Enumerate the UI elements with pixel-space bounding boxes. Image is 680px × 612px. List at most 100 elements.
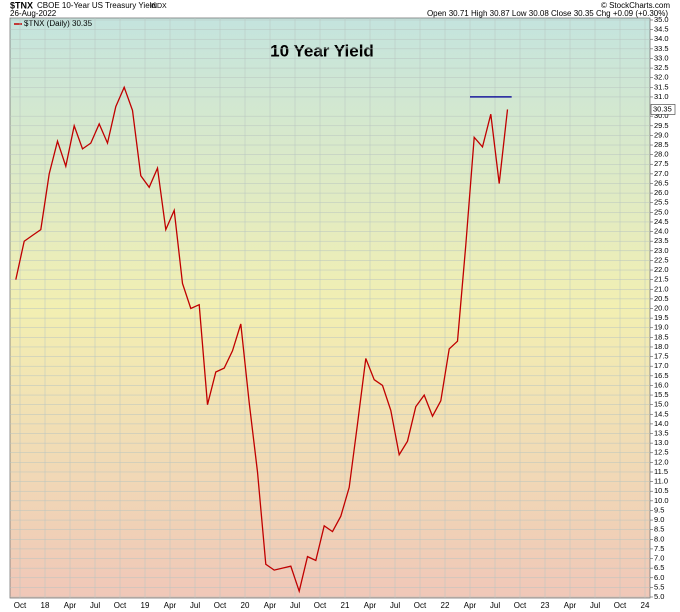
y-tick-label: 34.0 [654, 34, 669, 43]
y-tick-label: 30.0 [654, 111, 669, 120]
x-tick-label: Jul [390, 601, 400, 610]
y-tick-label: 20.0 [654, 303, 669, 312]
credit: © StockCharts.com [601, 1, 670, 10]
y-tick-label: 9.0 [654, 515, 664, 524]
y-tick-label: 35.0 [654, 15, 669, 24]
y-tick-label: 8.0 [654, 534, 664, 543]
y-tick-label: 24.5 [654, 217, 669, 226]
y-tick-label: 31.5 [654, 82, 669, 91]
y-tick-label: 17.5 [654, 352, 669, 361]
y-tick-label: 26.5 [654, 178, 669, 187]
y-tick-label: 19.0 [654, 323, 669, 332]
ohlc: Open 30.71 High 30.87 Low 30.08 Close 30… [427, 9, 668, 18]
x-tick-label: Apr [464, 601, 477, 610]
x-tick-label: Oct [14, 601, 27, 610]
x-tick-label: 23 [541, 601, 550, 610]
y-tick-label: 15.0 [654, 400, 669, 409]
symbol: $TNX [10, 0, 33, 10]
y-tick-label: 33.5 [654, 44, 669, 53]
y-tick-label: 29.0 [654, 130, 669, 139]
y-tick-label: 13.0 [654, 438, 669, 447]
y-tick-label: 15.5 [654, 390, 669, 399]
y-tick-label: 33.0 [654, 53, 669, 62]
y-tick-label: 27.0 [654, 169, 669, 178]
y-tick-label: 34.5 [654, 25, 669, 34]
x-tick-label: Jul [590, 601, 600, 610]
x-tick-label: Oct [314, 601, 327, 610]
y-tick-label: 19.5 [654, 313, 669, 322]
y-tick-label: 13.5 [654, 429, 669, 438]
y-tick-label: 23.5 [654, 236, 669, 245]
x-tick-label: Oct [114, 601, 127, 610]
x-tick-label: Apr [564, 601, 577, 610]
exchange: INDX [150, 3, 167, 10]
y-tick-label: 16.0 [654, 380, 669, 389]
series-line [15, 85, 509, 594]
y-tick-label: 14.0 [654, 419, 669, 428]
x-tick-label: Jul [90, 601, 100, 610]
y-tick-label: 31.0 [654, 92, 669, 101]
y-tick-label: 9.5 [654, 505, 664, 514]
y-tick-label: 7.5 [654, 544, 664, 553]
y-tick-label: 10.0 [654, 496, 669, 505]
y-tick-label: 5.0 [654, 592, 664, 601]
description: CBOE 10-Year US Treasury Yield [37, 1, 156, 10]
y-tick-label: 22.0 [654, 265, 669, 274]
chart-title: 10 Year Yield [270, 41, 374, 60]
y-tick-label: 18.5 [654, 332, 669, 341]
x-tick-label: 20 [241, 601, 250, 610]
y-tick-label: 18.0 [654, 342, 669, 351]
x-tick-label: 24 [641, 601, 650, 610]
y-tick-label: 16.5 [654, 371, 669, 380]
y-tick-label: 32.5 [654, 63, 669, 72]
y-tick-label: 7.0 [654, 554, 664, 563]
y-tick-label: 25.0 [654, 207, 669, 216]
x-tick-label: Apr [64, 601, 77, 610]
y-tick-label: 25.5 [654, 198, 669, 207]
x-tick-label: Oct [614, 601, 627, 610]
x-tick-label: Apr [364, 601, 377, 610]
y-tick-label: 32.0 [654, 73, 669, 82]
y-tick-label: 6.0 [654, 573, 664, 582]
y-tick-label: 27.5 [654, 159, 669, 168]
y-tick-label: 12.5 [654, 448, 669, 457]
y-tick-label: 23.0 [654, 246, 669, 255]
y-tick-label: 17.0 [654, 361, 669, 370]
plot-area [9, 17, 651, 599]
x-tick-label: Oct [414, 601, 427, 610]
y-tick-label: 22.5 [654, 255, 669, 264]
y-tick-label: 5.5 [654, 582, 664, 591]
legend-label: $TNX (Daily) 30.35 [24, 19, 93, 28]
y-tick-label: 11.5 [654, 467, 668, 476]
last-value-label: 30.35 [653, 104, 672, 113]
y-tick-label: 10.5 [654, 486, 669, 495]
y-tick-label: 11.0 [654, 477, 668, 486]
x-tick-label: 22 [441, 601, 450, 610]
x-tick-label: 19 [141, 601, 150, 610]
x-tick-label: Apr [164, 601, 177, 610]
x-tick-label: Oct [514, 601, 527, 610]
y-tick-label: 21.5 [654, 275, 669, 284]
y-tick-label: 12.0 [654, 457, 669, 466]
x-tick-label: Jul [290, 601, 300, 610]
date: 26-Aug-2022 [10, 9, 57, 18]
y-tick-label: 14.5 [654, 409, 669, 418]
y-tick-label: 28.0 [654, 150, 669, 159]
y-tick-label: 6.5 [654, 563, 664, 572]
last-value-box [650, 104, 676, 115]
y-tick-label: 29.5 [654, 121, 669, 130]
y-tick-label: 20.5 [654, 294, 669, 303]
x-tick-label: Jul [490, 601, 500, 610]
x-tick-label: Apr [264, 601, 277, 610]
y-tick-label: 21.0 [654, 284, 669, 293]
x-tick-label: Jul [190, 601, 200, 610]
y-tick-label: 28.5 [654, 140, 669, 149]
y-tick-label: 8.5 [654, 525, 664, 534]
x-tick-label: 21 [341, 601, 350, 610]
y-tick-label: 24.0 [654, 227, 669, 236]
x-tick-label: Oct [214, 601, 227, 610]
y-tick-label: 26.0 [654, 188, 669, 197]
x-tick-label: 18 [41, 601, 50, 610]
